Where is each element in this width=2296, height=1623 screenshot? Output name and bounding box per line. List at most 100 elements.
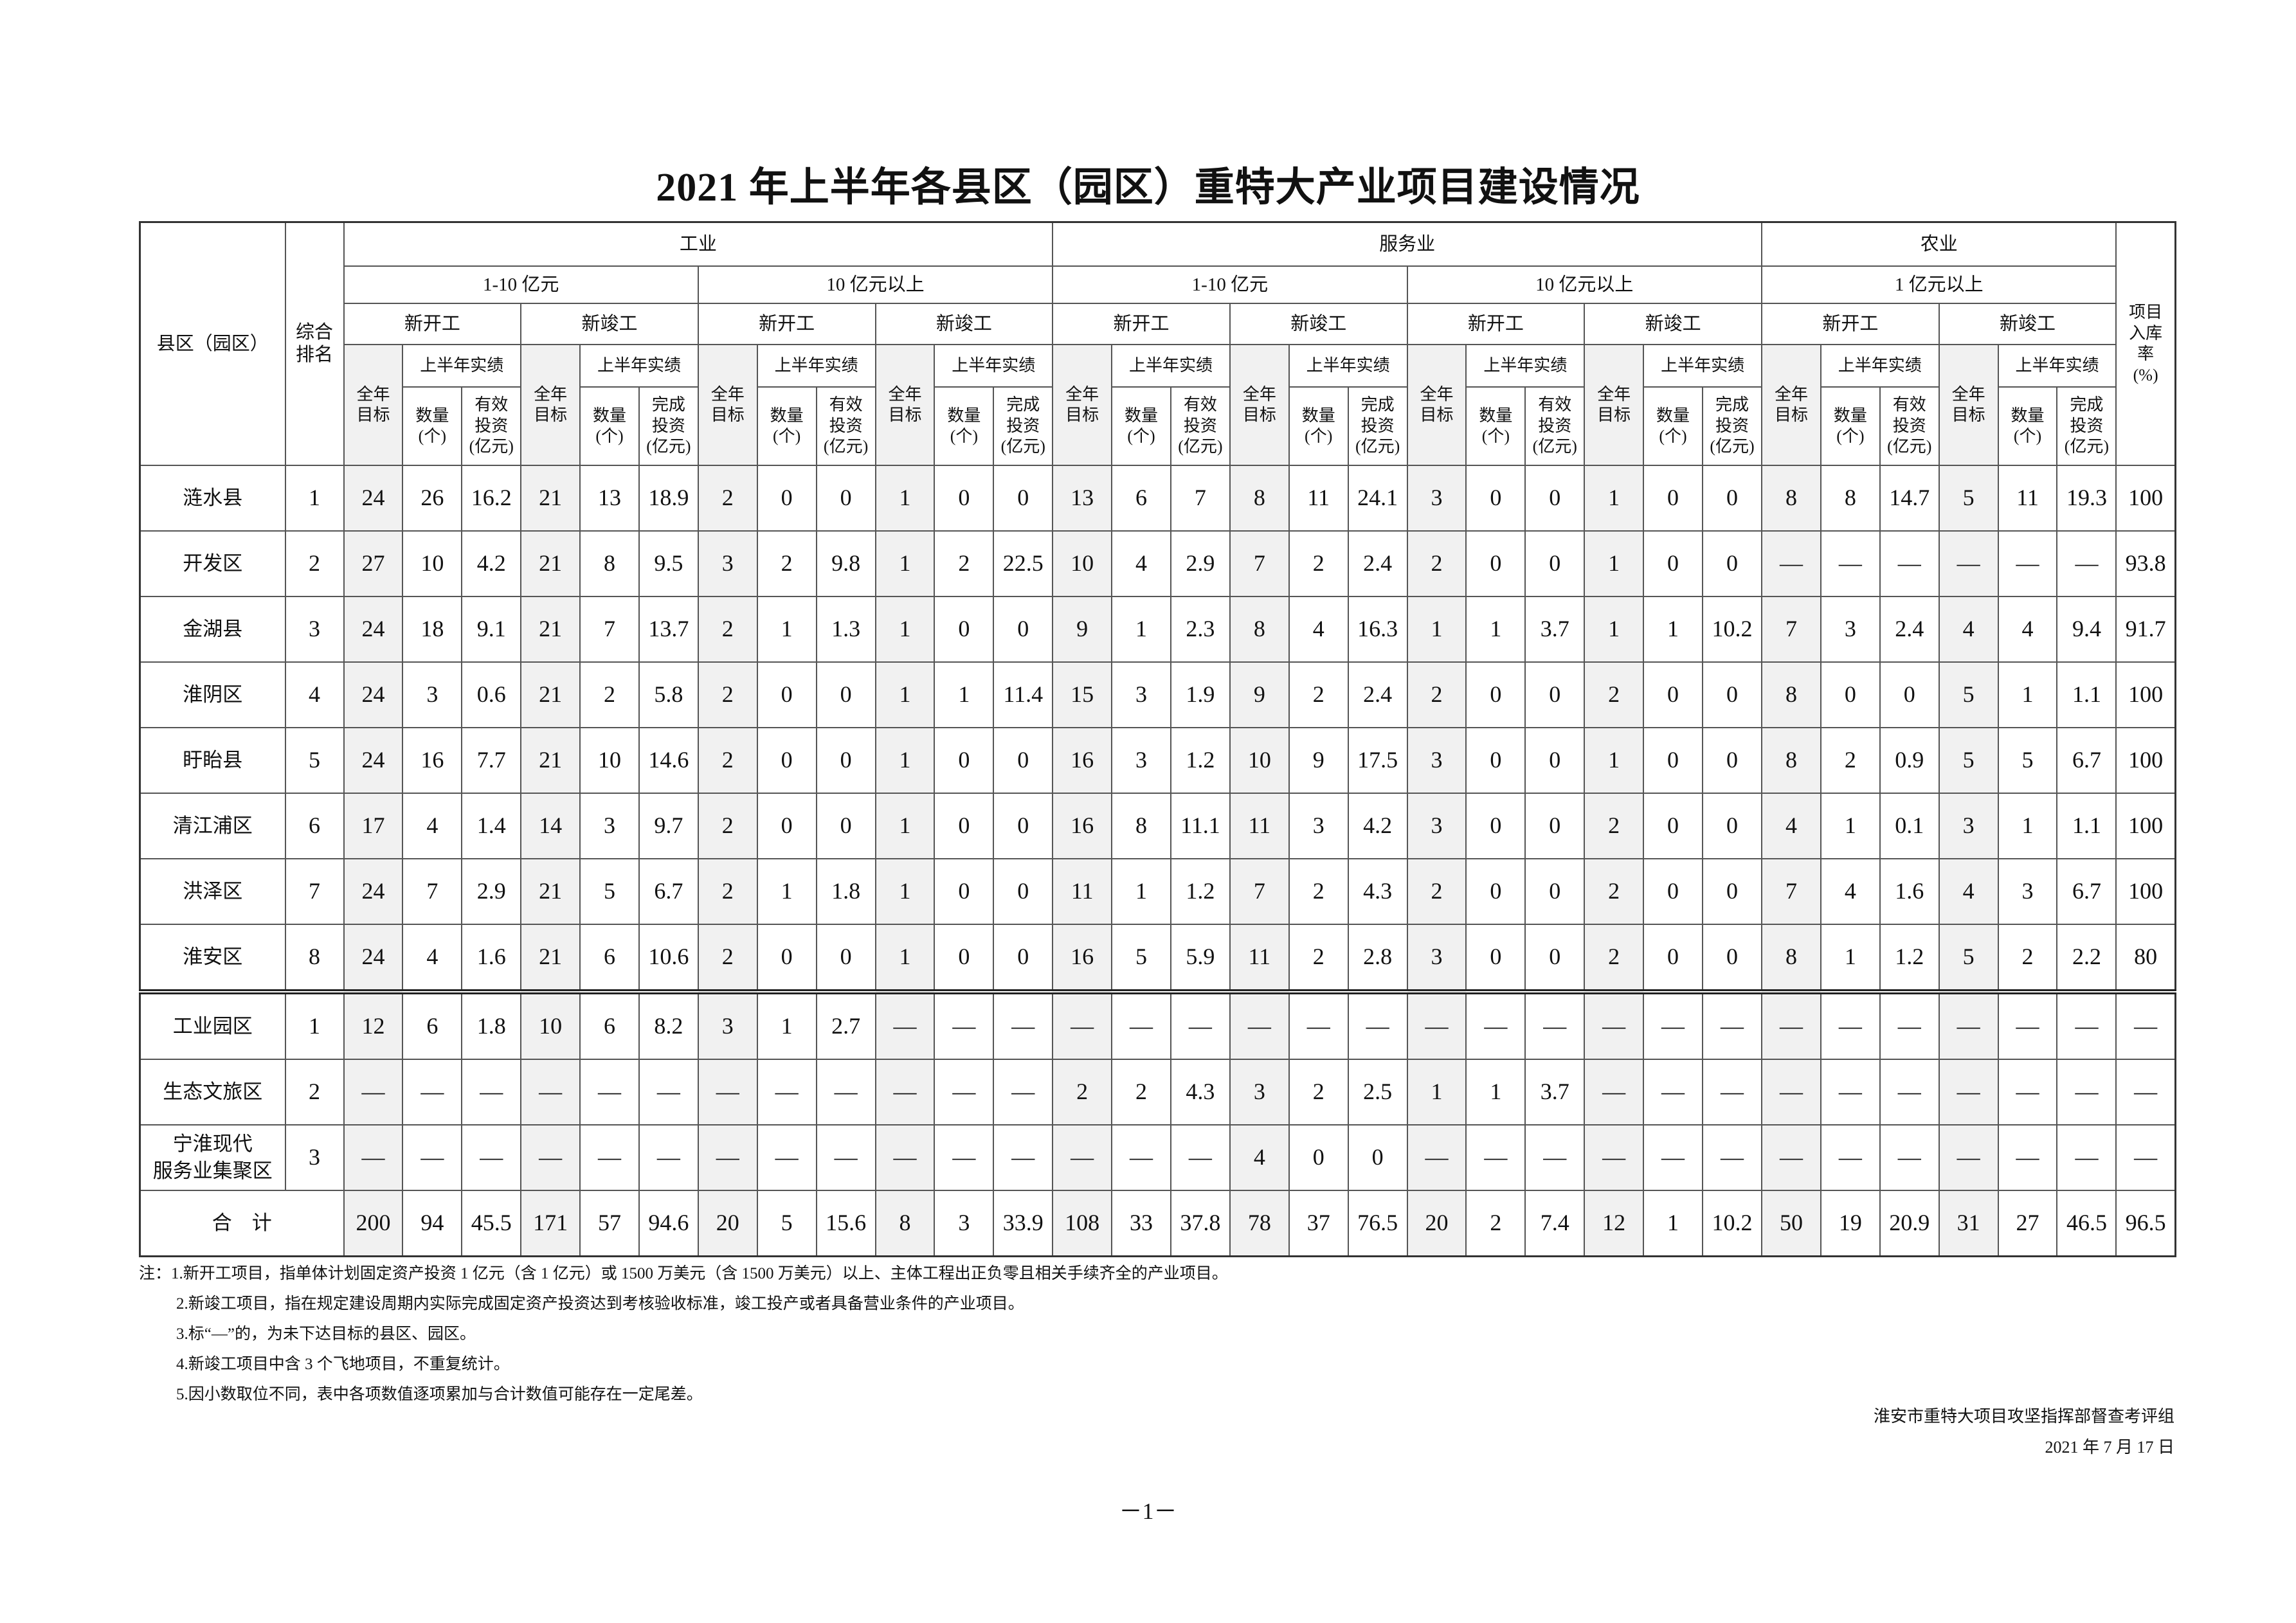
value-cell: 12 bbox=[343, 989, 404, 1060]
value-cell: 78 bbox=[1229, 1190, 1290, 1257]
actual-header: 上半年实绩 bbox=[1288, 344, 1408, 388]
count-header: 数量 (个) bbox=[1820, 386, 1881, 466]
count-header: 数量 (个) bbox=[1643, 386, 1703, 466]
rate-cell: — bbox=[2115, 989, 2176, 1060]
value-cell: 24 bbox=[343, 465, 404, 532]
value-cell: — bbox=[1524, 1124, 1586, 1191]
value-cell: 13.7 bbox=[638, 596, 699, 663]
row-label: 合 计 bbox=[139, 1190, 345, 1257]
value-cell: — bbox=[520, 1124, 581, 1191]
value-cell: 6.7 bbox=[2056, 858, 2117, 925]
value-cell: 6 bbox=[1111, 465, 1171, 532]
note-line: 注：1.新开工项目，指单体计划固定资产投资 1 亿元（含 1 亿元）或 1500… bbox=[139, 1265, 1228, 1282]
value-cell: 5 bbox=[579, 858, 640, 925]
stage-header: 新竣工 bbox=[874, 303, 1054, 345]
actual-header: 上半年实绩 bbox=[1465, 344, 1586, 388]
table-row: 盱眙县 5 24 16 7.7 21 10 14.6 2 0 0 1 0 0 16 3 1.2 10 9 17.5 3 0… bbox=[139, 727, 2176, 794]
value-cell: 20 bbox=[1406, 1190, 1467, 1257]
value-cell: 0 bbox=[1643, 530, 1703, 597]
value-cell: 0 bbox=[1465, 465, 1526, 532]
value-cell: 0 bbox=[815, 661, 876, 728]
value-cell: 7 bbox=[402, 858, 463, 925]
value-cell: 8 bbox=[1229, 596, 1290, 663]
value-cell: — bbox=[1997, 1124, 2058, 1191]
rate-cell: 93.8 bbox=[2115, 530, 2176, 597]
value-cell: 0 bbox=[1465, 661, 1526, 728]
value-cell: — bbox=[1761, 1059, 1821, 1125]
value-cell: 26 bbox=[402, 465, 463, 532]
value-cell: 37 bbox=[1288, 1190, 1349, 1257]
value-cell: 0 bbox=[1347, 1124, 1408, 1191]
value-cell: 1.4 bbox=[461, 793, 522, 859]
rate-cell: — bbox=[2115, 1059, 2176, 1125]
value-cell: 13 bbox=[579, 465, 640, 532]
value-cell: 14 bbox=[520, 793, 581, 859]
rank-cell: 4 bbox=[284, 661, 345, 728]
value-cell: 16.2 bbox=[461, 465, 522, 532]
value-cell: — bbox=[1584, 1059, 1645, 1125]
actual-header: 上半年实绩 bbox=[934, 344, 1054, 388]
region-name: 涟水县 bbox=[139, 465, 286, 532]
rate-cell: 100 bbox=[2115, 793, 2176, 859]
rate-cell: 96.5 bbox=[2115, 1190, 2176, 1257]
value-cell: 3 bbox=[1288, 793, 1349, 859]
value-cell: — bbox=[1643, 989, 1703, 1060]
value-cell: — bbox=[697, 1124, 758, 1191]
table-row: 清江浦区 6 17 4 1.4 14 3 9.7 2 0 0 1 0 0 16 8 11.1 11 3 4.2 3 0 0 2… bbox=[139, 793, 2176, 859]
value-cell: 19.3 bbox=[2056, 465, 2117, 532]
value-cell: 1 bbox=[1584, 596, 1645, 663]
value-cell: 8 bbox=[1229, 465, 1290, 532]
value-cell: 94 bbox=[402, 1190, 463, 1257]
value-cell: 5 bbox=[1111, 924, 1171, 992]
value-cell: 11 bbox=[1997, 465, 2058, 532]
value-cell: 76.5 bbox=[1347, 1190, 1408, 1257]
value-cell: — bbox=[1879, 1124, 1940, 1191]
value-cell: 3 bbox=[1111, 661, 1171, 728]
value-cell: 9.4 bbox=[2056, 596, 2117, 663]
value-cell: 1.2 bbox=[1879, 924, 1940, 992]
value-cell: 8 bbox=[1761, 465, 1821, 532]
value-cell: 5.8 bbox=[638, 661, 699, 728]
target-header: 全年 目标 bbox=[520, 344, 581, 466]
value-cell: 0 bbox=[756, 465, 817, 532]
investment-header: 有效 投资 (亿元) bbox=[1524, 386, 1586, 466]
value-cell: 4 bbox=[1111, 530, 1171, 597]
stage-header: 新竣工 bbox=[520, 303, 699, 345]
value-cell: 15 bbox=[1052, 661, 1113, 728]
value-cell: 12 bbox=[1584, 1190, 1645, 1257]
value-cell: 1 bbox=[1820, 793, 1881, 859]
value-cell: 11.1 bbox=[1170, 793, 1231, 859]
value-cell: — bbox=[993, 1059, 1054, 1125]
count-header: 数量 (个) bbox=[1997, 386, 2058, 466]
stage-header: 新开工 bbox=[343, 303, 522, 345]
value-cell: 9 bbox=[1288, 727, 1349, 794]
note-line: 4.新竣工项目中含 3 个飞地项目，不重复统计。 bbox=[176, 1356, 510, 1373]
actual-header: 上半年实绩 bbox=[579, 344, 699, 388]
value-cell: 4 bbox=[1229, 1124, 1290, 1191]
value-cell: 0 bbox=[1701, 793, 1763, 859]
value-cell: 0 bbox=[1465, 727, 1526, 794]
value-cell: 1 bbox=[1111, 596, 1171, 663]
target-header: 全年 目标 bbox=[1584, 344, 1645, 466]
value-cell: 9.8 bbox=[815, 530, 876, 597]
value-cell: 0 bbox=[815, 727, 876, 794]
value-cell: 21 bbox=[520, 596, 581, 663]
value-cell: 2 bbox=[697, 727, 758, 794]
value-cell: 1.2 bbox=[1170, 727, 1231, 794]
value-cell: — bbox=[461, 1124, 522, 1191]
value-cell: 2 bbox=[1052, 1059, 1113, 1125]
value-cell: 21 bbox=[520, 924, 581, 992]
value-cell: 1 bbox=[1584, 465, 1645, 532]
value-cell: — bbox=[1584, 1124, 1645, 1191]
value-cell: 2 bbox=[1288, 530, 1349, 597]
value-cell: 16.3 bbox=[1347, 596, 1408, 663]
value-cell: 3 bbox=[1406, 793, 1467, 859]
region-name: 洪泽区 bbox=[139, 858, 286, 925]
value-cell: 2.8 bbox=[1347, 924, 1408, 992]
value-cell: 0 bbox=[1288, 1124, 1349, 1191]
value-cell: 2.4 bbox=[1879, 596, 1940, 663]
value-cell: 0 bbox=[934, 465, 995, 532]
value-cell: 1 bbox=[1997, 661, 2058, 728]
value-cell: — bbox=[343, 1059, 404, 1125]
value-cell: 27 bbox=[343, 530, 404, 597]
